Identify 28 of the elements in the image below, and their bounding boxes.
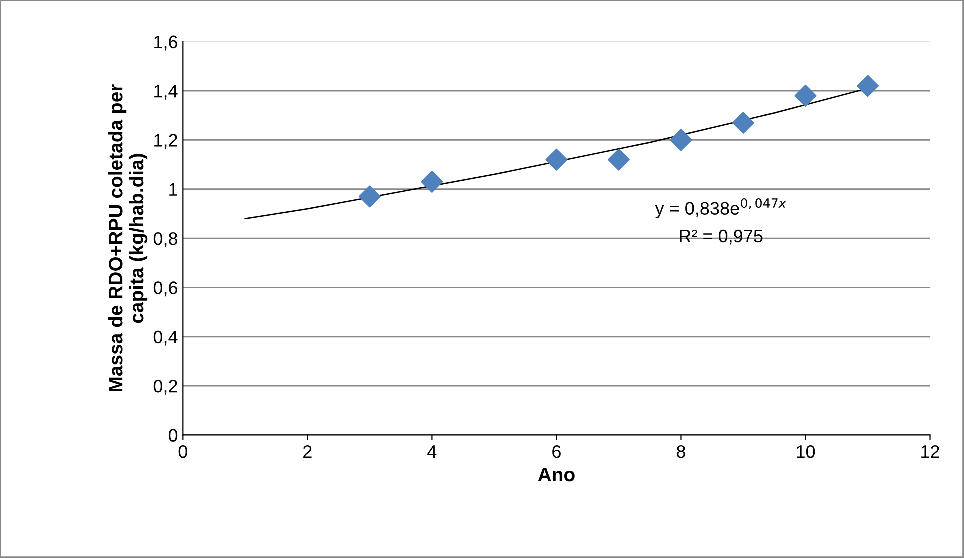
x-tick-label: 2 bbox=[304, 445, 312, 458]
x-tick-label: 12 bbox=[922, 445, 940, 458]
y-tick-label: 0,2 bbox=[154, 380, 178, 395]
point bbox=[546, 148, 568, 171]
point bbox=[670, 129, 692, 152]
x-tick-label: 0 bbox=[178, 445, 188, 458]
annotation: R² = 0,975 bbox=[680, 230, 763, 245]
y-axis-title: Massa de RDO+RPU coletada per capita (kg/hab.dia) bbox=[108, 84, 148, 392]
point bbox=[358, 186, 381, 208]
y-tick-label: 1,6 bbox=[154, 36, 178, 51]
point bbox=[857, 75, 879, 98]
y-tick-label: 1 bbox=[170, 183, 178, 196]
point bbox=[421, 171, 444, 193]
y-tick-label: 0,4 bbox=[154, 330, 178, 346]
annotation: y = 0,838e$^{0,047x}$ bbox=[655, 198, 786, 219]
x-tick-label: 8 bbox=[676, 445, 686, 458]
x-tick-label: 6 bbox=[552, 445, 561, 458]
x-tick-label: 10 bbox=[797, 445, 816, 458]
x-tick-label: 4 bbox=[428, 446, 437, 458]
y-tick-label: 0,6 bbox=[154, 282, 178, 297]
point bbox=[794, 84, 817, 107]
x-axis-title: Ano bbox=[538, 468, 575, 482]
point bbox=[732, 112, 754, 134]
y-tick-label: 1,4 bbox=[154, 85, 178, 100]
y-tick-label: 0 bbox=[168, 429, 178, 442]
y-tick-label: 0,8 bbox=[154, 232, 178, 248]
point bbox=[608, 148, 630, 171]
y-tick-label: 1,2 bbox=[154, 134, 178, 150]
